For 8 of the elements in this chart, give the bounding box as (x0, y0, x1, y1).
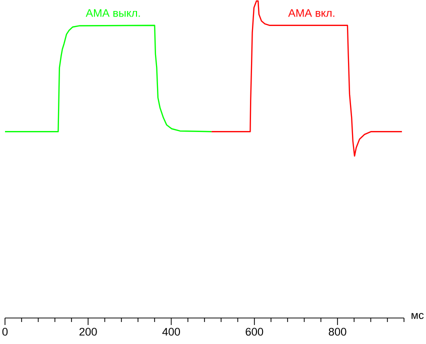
series-label: АМА выкл. (86, 9, 140, 17)
series-label: АМА вкл. (288, 9, 334, 17)
x-tick-label: 800 (328, 328, 346, 336)
x-tick-label: 200 (79, 328, 97, 336)
x-tick-label: 0 (2, 328, 8, 336)
x-tick-label: 400 (162, 328, 180, 336)
x-axis-title: мс (412, 312, 424, 320)
x-tick-label: 600 (246, 328, 264, 336)
